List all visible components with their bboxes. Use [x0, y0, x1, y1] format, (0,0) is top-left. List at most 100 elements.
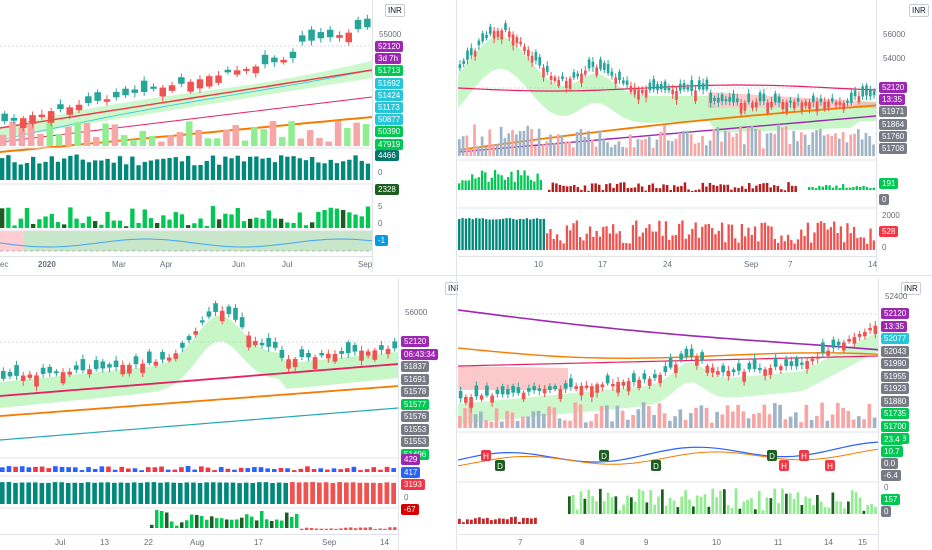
br-volume-bar: [757, 412, 761, 428]
tl-candle: [252, 66, 260, 74]
tl-volume-bar: [251, 127, 258, 146]
br-currency-label[interactable]: INR: [901, 282, 921, 295]
bl-flow-bar: [252, 467, 257, 472]
tr-osc-up-bar: [471, 174, 474, 190]
bl-price-tag: 51577: [401, 398, 430, 410]
br-volume-bar: [752, 414, 756, 428]
br-volume-bar: [515, 420, 520, 428]
bl-candle: [213, 303, 218, 312]
tl-canvas[interactable]: [0, 0, 372, 256]
tl-volume-bar: [139, 130, 147, 146]
bl-strength-bar: [105, 482, 111, 504]
bl-weakness-bar: [303, 482, 309, 504]
tr-time-axis[interactable]: 10 17 24 Sep 7 14: [458, 256, 877, 272]
tr-volume-bar: [591, 139, 594, 156]
tl-volume-bar: [213, 138, 221, 146]
bl-currency-label[interactable]: INR: [445, 282, 458, 295]
bl-candle: [226, 306, 232, 315]
bl-strength-bar: [26, 482, 31, 504]
bl-candle: [93, 360, 99, 369]
br-sub-tag: 157: [881, 494, 901, 505]
bl-canvas[interactable]: [0, 278, 398, 534]
bl-flow-bar: [265, 468, 270, 472]
tl-price-axis[interactable]: INR 55000 52120 3d 7h 51713 51692 51424 51173 5…: [372, 0, 430, 272]
tr-sub-tag: 528: [879, 226, 899, 237]
bl-flow-bar: [199, 466, 204, 472]
bl-histogram-bar: [240, 517, 244, 528]
bl-flow-bar: [66, 467, 71, 472]
tr-volume-bar: [735, 133, 739, 156]
bl-histogram-bar: [190, 514, 194, 528]
bl-histogram-bar: [285, 512, 289, 528]
bl-weakness-bar: [337, 482, 342, 504]
tr-volume-bar: [587, 131, 590, 156]
tr-osc-down-bar: [687, 189, 690, 192]
tr-volume-bar: [610, 147, 613, 156]
tl-strength-bar: [303, 160, 309, 180]
tr-price-axis[interactable]: INR 56000 54000 52120 13:35 51971 51864 51760 5…: [876, 0, 932, 272]
time-tick-label: 14: [824, 538, 833, 547]
price-tick-label: 56000: [883, 30, 906, 39]
tl-volume-bar: [269, 121, 277, 146]
br-candle: [689, 348, 694, 357]
tr-candle: [640, 89, 644, 94]
bl-time-axis[interactable]: Jul 13 22 Aug 17 Sep 14: [0, 534, 398, 550]
tl-time-axis[interactable]: ec 2020 Mar Apr Jun Jul Sep: [0, 256, 372, 272]
br-signal-marker: [599, 450, 609, 461]
bl-strength-bar: [52, 482, 58, 504]
br-histogram-pos: [769, 498, 773, 514]
br-histogram-neg: [458, 518, 461, 524]
tr-osc-down-bar: [580, 189, 583, 192]
tl-currency-label[interactable]: INR: [385, 4, 405, 17]
bl-histogram-bar: [280, 520, 284, 528]
br-price-axis[interactable]: INR 52400 52120 13:35 52077 52043 51990 51955 5…: [878, 278, 932, 550]
bl-flow-bar: [358, 470, 363, 472]
tr-strength-bar: [522, 219, 525, 250]
chart-panel-top-left[interactable]: INR 55000 52120 3d 7h 51713 51692 51424 51173 5…: [0, 0, 430, 272]
bl-strength-bar: [171, 482, 176, 504]
tl-strength-bar: [43, 161, 48, 180]
br-volume-bar: [641, 402, 646, 428]
tr-weakness-bar: [621, 242, 625, 250]
time-tick-label: Sep: [322, 538, 337, 547]
br-volume-bar: [526, 416, 530, 428]
br-volume-bar: [741, 411, 746, 428]
chart-panel-top-right[interactable]: INR 56000 54000 52120 13:35 51971 51864 51760 5…: [458, 0, 932, 272]
bl-price-axis[interactable]: INR 560005212006:43:34518375169151578515…: [398, 278, 458, 550]
tr-volume-bar: [484, 147, 488, 156]
bl-candle: [272, 341, 278, 348]
tl-histogram-bar: [142, 209, 147, 228]
tr-osc-up-bar: [493, 170, 497, 190]
bl-sub-tag: 3193: [401, 479, 425, 490]
bl-weakness-bar: [377, 483, 383, 504]
br-histogram-pos: [730, 507, 734, 514]
tr-volume-bar: [705, 145, 708, 156]
tr-candle: [766, 102, 770, 114]
br-candle: [836, 341, 841, 346]
tr-osc-up-tail: [845, 187, 848, 190]
tr-osc-up-tail: [835, 185, 838, 190]
bl-histogram-bar: [255, 520, 259, 528]
tl-volume-bar: [55, 134, 63, 146]
chart-panel-bottom-left[interactable]: INR 560005212006:43:34518375169151578515…: [0, 278, 458, 550]
tl-sub-tag: 4466: [375, 150, 399, 161]
tr-candle: [800, 102, 804, 111]
bl-candle: [7, 371, 13, 377]
br-volume-bar: [647, 405, 651, 428]
tr-canvas[interactable]: [458, 0, 876, 256]
bl-histogram-bar: [235, 519, 239, 528]
tr-volume-bar: [697, 142, 701, 156]
tr-currency-label[interactable]: INR: [909, 4, 929, 17]
br-candle: [621, 381, 626, 386]
br-histogram-pos: [695, 495, 699, 514]
bl-candle: [193, 331, 199, 335]
bl-histogram-bar: [180, 522, 184, 528]
tl-sub-tag: -1: [375, 235, 389, 246]
tr-weakness-bar: [628, 243, 631, 250]
tl-volume-bar: [37, 133, 44, 146]
br-time-axis[interactable]: 7 8 9 10 11 14 15: [458, 534, 878, 550]
bl-candle: [87, 369, 92, 375]
tr-candle: [458, 64, 462, 69]
